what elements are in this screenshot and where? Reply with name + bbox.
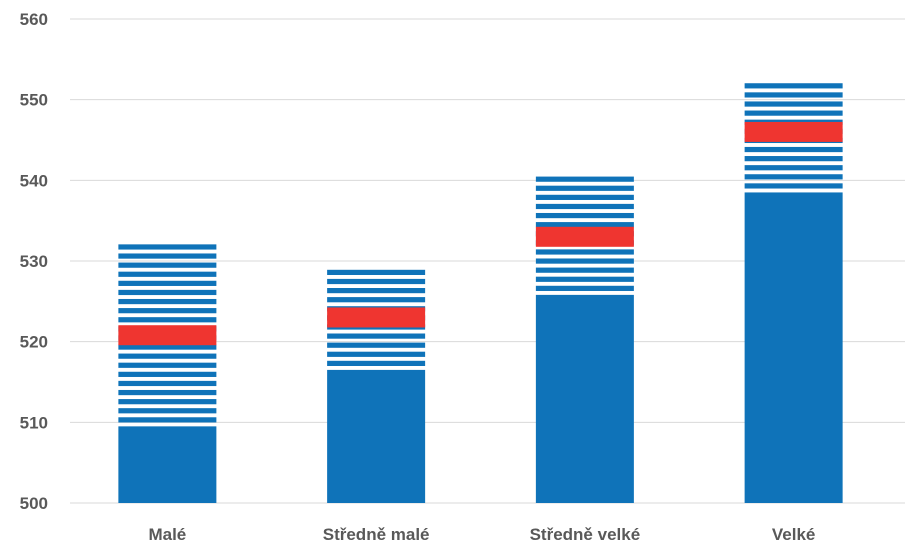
mean-marker bbox=[744, 121, 843, 142]
bar-group bbox=[744, 83, 843, 503]
bar-stripe bbox=[535, 185, 634, 191]
bar-solid bbox=[327, 369, 426, 503]
bar-stripe bbox=[118, 308, 217, 314]
mean-marker bbox=[118, 325, 217, 346]
bar-group bbox=[535, 176, 634, 503]
bar-stripe bbox=[327, 360, 426, 366]
y-axis: 500 510 520 530 540 550 560 bbox=[20, 10, 48, 513]
bar-stripe bbox=[327, 342, 426, 348]
y-tick-label: 520 bbox=[20, 333, 48, 352]
x-category-label: Středně malé bbox=[323, 525, 430, 544]
bars bbox=[118, 83, 843, 503]
bar-stripe bbox=[535, 203, 634, 210]
bar-stripe bbox=[744, 174, 843, 180]
bar-stripe bbox=[327, 297, 426, 303]
bar-stripe bbox=[118, 408, 217, 414]
bar-stripe bbox=[744, 101, 843, 107]
bar-stripe bbox=[118, 371, 217, 377]
bar-stripe bbox=[118, 253, 217, 259]
bar-stripe bbox=[118, 399, 217, 405]
bar-stripe bbox=[535, 258, 634, 264]
bar-solid bbox=[535, 294, 634, 503]
y-tick-label: 510 bbox=[20, 413, 48, 432]
bar-stripe bbox=[535, 267, 634, 273]
mean-marker bbox=[535, 226, 634, 247]
y-tick-label: 550 bbox=[20, 91, 48, 110]
bar-stripe bbox=[118, 417, 217, 423]
bar-stripe bbox=[327, 333, 426, 339]
bar-stripe bbox=[535, 249, 634, 255]
bar-stripe bbox=[744, 146, 843, 153]
bar-stripe bbox=[744, 110, 843, 116]
bar-stripe bbox=[118, 289, 217, 296]
bar-stripe bbox=[118, 317, 217, 323]
bar-stripe bbox=[327, 269, 426, 275]
bar-stripe bbox=[535, 212, 634, 219]
bar-stripe bbox=[744, 183, 843, 189]
bar-stripe bbox=[118, 244, 217, 250]
bar-group bbox=[327, 269, 426, 503]
bar-stripe bbox=[118, 353, 217, 359]
bar-solid bbox=[118, 426, 217, 503]
bar-group bbox=[118, 244, 217, 503]
bar-stripe bbox=[327, 351, 426, 357]
bar-stripe bbox=[535, 276, 634, 282]
mean-marker bbox=[327, 307, 426, 328]
bar-stripe bbox=[327, 278, 426, 285]
bar-stripe bbox=[327, 288, 426, 294]
bar-stripe bbox=[118, 262, 217, 268]
bar-stripe bbox=[118, 280, 217, 286]
x-axis: Malé Středně malé Středně velké Velké bbox=[148, 525, 815, 544]
bar-stripe bbox=[118, 389, 217, 396]
y-tick-label: 530 bbox=[20, 252, 48, 271]
bar-stripe bbox=[535, 222, 634, 228]
bar-stripe bbox=[118, 344, 217, 350]
bar-stripe bbox=[118, 298, 217, 305]
y-tick-label: 500 bbox=[20, 494, 48, 513]
x-category-label: Velké bbox=[772, 525, 816, 544]
bar-stripe bbox=[535, 176, 634, 182]
bar-stripe bbox=[744, 92, 843, 98]
bar-stripe bbox=[744, 83, 843, 89]
bar-stripe bbox=[118, 380, 217, 387]
y-tick-label: 560 bbox=[20, 10, 48, 29]
bar-stripe bbox=[535, 194, 634, 200]
y-tick-label: 540 bbox=[20, 171, 48, 190]
x-category-label: Středně velké bbox=[530, 525, 641, 544]
x-category-label: Malé bbox=[148, 525, 186, 544]
bar-stripe bbox=[535, 285, 634, 291]
bar-stripe bbox=[118, 271, 217, 277]
bar-stripe bbox=[744, 165, 843, 171]
bar-stripe bbox=[744, 156, 843, 162]
bar-solid bbox=[744, 192, 843, 503]
bar-stripe bbox=[118, 362, 217, 368]
